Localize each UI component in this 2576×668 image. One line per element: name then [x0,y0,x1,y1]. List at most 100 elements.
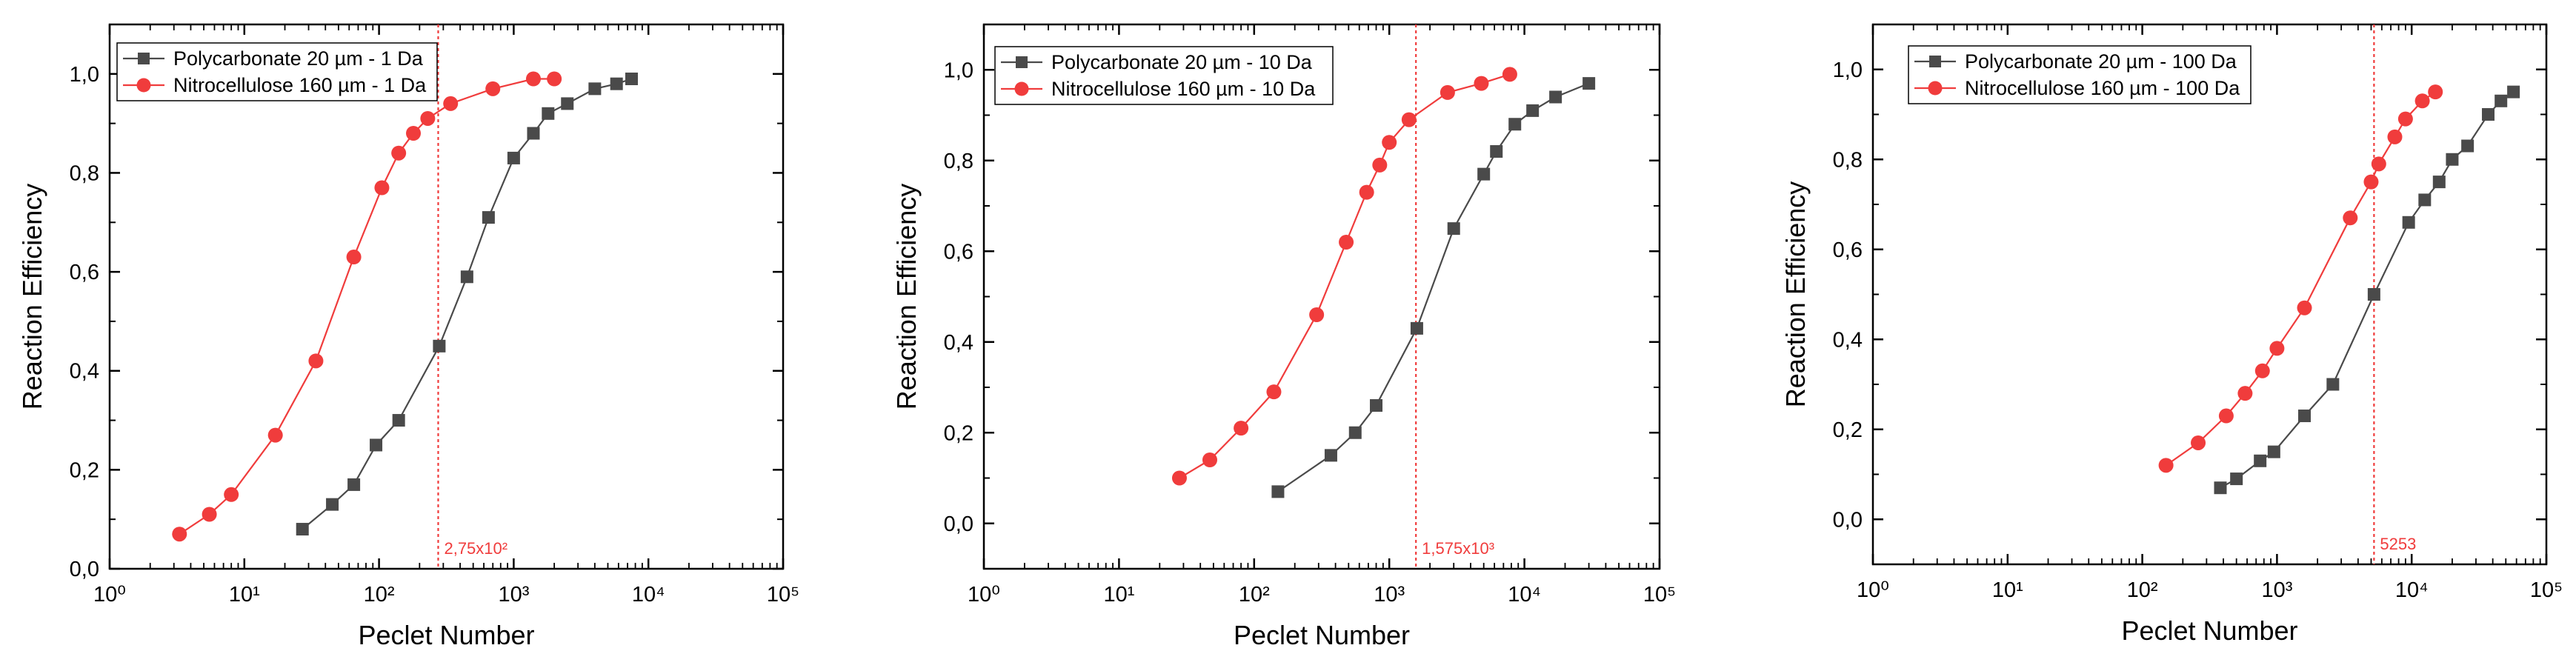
x-tick-label: 10⁴ [2395,578,2429,602]
x-tick-label: 10² [364,583,395,607]
nitrocellulose-point [2254,363,2270,378]
polycarbonate-point [433,339,446,353]
polycarbonate-point [561,97,574,110]
polycarbonate-series-line [302,78,632,530]
y-tick-label: 1,0 [944,59,974,82]
nitrocellulose-point [1401,112,1417,127]
nitrocellulose-point [2397,111,2413,127]
y-tick-label: 1,0 [70,63,99,87]
nitrocellulose-point [2297,300,2312,315]
nitrocellulose-point [2237,386,2253,401]
y-tick-label: 0,8 [70,161,99,185]
polycarbonate-point [392,414,405,427]
polycarbonate-point [2254,454,2267,467]
nitrocellulose-point [443,96,459,111]
polycarbonate-point [527,127,540,140]
nitrocellulose-point [2191,435,2206,450]
polycarbonate-point [482,211,495,224]
nitrocellulose-point [1266,384,1282,400]
nitrocellulose-point [1382,135,1397,150]
legend-circle-marker [1014,81,1029,96]
y-tick-label: 0,0 [944,512,974,536]
nitrocellulose-point [202,507,217,522]
nitrocellulose-point [1339,235,1354,250]
x-axis-title: Peclet Number [1234,620,1410,650]
x-tick-label: 10² [1239,583,1270,607]
legend-circle-marker [1928,81,1943,96]
polycarbonate-point [1490,145,1503,158]
polycarbonate-point [1324,449,1337,462]
y-tick-label: 0,8 [1833,148,1863,172]
legend-entry: Nitrocellulose 160 µm - 100 Da [1965,77,2240,99]
polycarbonate-point [326,498,339,511]
polycarbonate-point [2418,193,2432,207]
nitrocellulose-point [2343,210,2358,226]
y-tick-label: 0,4 [1833,328,1863,352]
y-tick-label: 1,0 [1833,59,1863,82]
polycarbonate-point [1271,485,1285,498]
polycarbonate-point [588,82,602,96]
nitrocellulose-point [1309,307,1325,322]
polycarbonate-point [1447,222,1460,236]
nitrocellulose-point [224,487,239,502]
threshold-label: 2,75x10² [444,539,507,558]
plot-frame [982,23,1661,570]
polycarbonate-point [1477,167,1491,181]
y-tick-label: 0,4 [70,360,99,384]
y-tick-label: 0,4 [944,331,974,355]
polycarbonate-point [1370,399,1383,412]
x-tick-label: 10² [2127,578,2158,602]
nitrocellulose-point [1171,470,1187,486]
polycarbonate-point [370,438,383,452]
plot-frame [108,23,785,570]
plot-frame [1871,23,2548,566]
y-axis-title: Reaction Efficiency [1780,181,1811,408]
polycarbonate-point [2267,445,2280,458]
polycarbonate-point [1410,321,1423,335]
polycarbonate-point [460,270,473,284]
polycarbonate-point [507,151,520,164]
x-tick-label: 10¹ [229,583,260,607]
legend-box [116,42,438,101]
nitrocellulose-point [2371,156,2386,172]
polycarbonate-point [2326,378,2340,391]
nitrocellulose-point [2218,408,2234,424]
nitrocellulose-point [172,527,187,542]
polycarbonate-point [2446,153,2459,166]
nitrocellulose-point [391,145,407,161]
nitrocellulose-point [420,110,436,126]
nitrocellulose-series-line [179,78,555,535]
y-tick-label: 0,0 [70,558,99,581]
legend-entry: Polycarbonate 20 µm - 100 Da [1965,50,2237,73]
y-tick-label: 0,0 [1833,508,1863,532]
polycarbonate-point [1549,90,1562,104]
nitrocellulose-point [2363,174,2379,190]
y-tick-label: 0,2 [944,421,974,445]
nitrocellulose-point [1202,452,1217,467]
x-tick-label: 10⁴ [1508,583,1541,607]
legend-entry: Polycarbonate 20 µm - 10 Da [1051,51,1313,73]
nitrocellulose-point [308,353,324,369]
polycarbonate-point [2481,108,2495,121]
nitrocellulose-point [346,250,362,265]
x-tick-label: 10⁵ [2530,578,2563,602]
x-tick-label: 10⁰ [1857,578,1889,602]
chart-panel-100-da: 0,0 0,2 0,4 0,6 0,8 1,0 10⁰ 10¹ 10² 10³ 10⁴ 10⁵ Pecl… [1780,23,2563,646]
nitrocellulose-point [374,180,390,196]
x-axis-title: Peclet Number [358,620,534,650]
legend-square-marker [138,53,150,64]
polycarbonate-point [1582,77,1596,90]
nitrocellulose-point [2414,93,2430,109]
threshold-label: 5253 [2380,535,2416,553]
nitrocellulose-series-line [1179,73,1511,479]
nitrocellulose-point [1502,67,1517,82]
nitrocellulose-point [267,427,283,443]
x-tick-label: 10⁴ [632,583,665,607]
nitrocellulose-point [1440,84,1455,100]
x-tick-label: 10³ [1374,583,1405,607]
polycarbonate-point [610,77,623,90]
x-tick-label: 10⁵ [1643,583,1676,607]
x-tick-label: 10⁵ [767,583,799,607]
polycarbonate-point [296,523,309,536]
